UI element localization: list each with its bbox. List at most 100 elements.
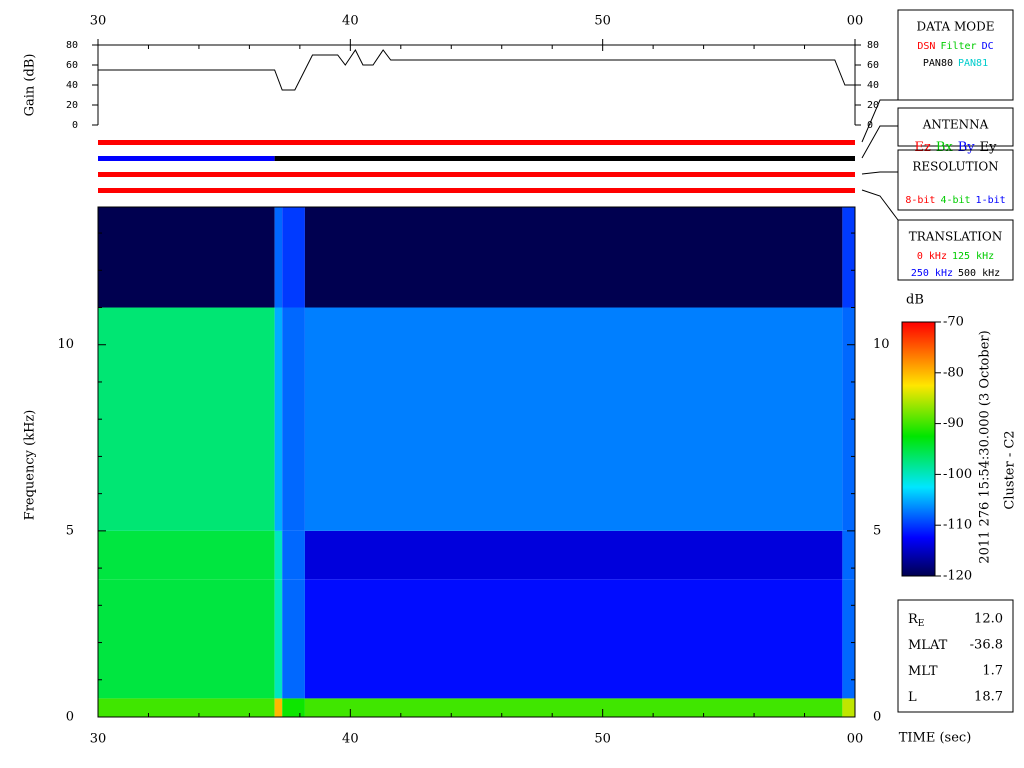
x-tick-label: 30 xyxy=(90,732,107,747)
panel-box xyxy=(897,219,1014,281)
status-bar xyxy=(98,188,855,193)
x-tick-label: 40 xyxy=(342,14,359,29)
colorbar xyxy=(901,321,936,577)
panel-box xyxy=(897,9,1014,101)
info-label: L xyxy=(908,690,917,705)
heatmap-cell xyxy=(98,698,275,717)
info-value: 12.0 xyxy=(974,612,1003,627)
panel-item: Ez xyxy=(915,140,931,155)
info-label: MLAT xyxy=(908,638,948,653)
heatmap-cell xyxy=(304,207,843,308)
heatmap-cell xyxy=(304,307,843,531)
colorbar-tick-label: -110 xyxy=(943,518,972,533)
caption: 2011 276 15:54:30.000 (3 October) xyxy=(978,330,993,563)
panel-item: DSN xyxy=(917,41,935,52)
y-tick-label: 0 xyxy=(873,710,881,725)
heatmap-cell xyxy=(842,307,855,531)
y-tick-label: 5 xyxy=(66,523,74,538)
panel-row: 0 kHz 125 kHz xyxy=(917,251,994,262)
x-tick-label: 00 xyxy=(847,732,864,747)
heatmap-cell xyxy=(304,579,843,699)
y-tick-label: 80 xyxy=(66,40,78,51)
panel-row: Ez Bx By Ey xyxy=(915,140,998,155)
y-tick-label: 40 xyxy=(867,80,879,91)
info-value: -36.8 xyxy=(970,638,1003,653)
panel-item: 125 kHz xyxy=(952,251,994,262)
info-label-text: MLT xyxy=(908,664,938,679)
heatmap-cell xyxy=(274,698,283,717)
panel-title: ANTENNA xyxy=(922,118,989,132)
panel-item: 4-bit xyxy=(940,195,970,206)
panel-title: TRANSLATION xyxy=(909,230,1003,244)
heatmap-cell xyxy=(98,307,275,531)
panel-item: 500 kHz xyxy=(958,268,1000,279)
info-label-text: MLAT xyxy=(908,638,948,653)
heatmap-cell xyxy=(274,530,283,580)
heatmap-cell xyxy=(282,207,305,308)
heatmap-cell xyxy=(98,530,275,580)
x-tick-label: 50 xyxy=(594,732,611,747)
heatmap-cell xyxy=(282,307,305,531)
y-tick-label: 20 xyxy=(867,100,879,111)
panel-box xyxy=(897,107,1014,147)
heatmap-cell xyxy=(842,698,855,717)
panel-item: By xyxy=(958,140,976,155)
heatmap-cell xyxy=(842,207,855,308)
info-value: 18.7 xyxy=(974,690,1003,705)
colorbar-tick-label: -120 xyxy=(943,569,972,584)
panel-item: Filter xyxy=(940,41,976,52)
status-bar xyxy=(98,172,855,177)
y-tick-label: 20 xyxy=(66,100,78,111)
panel-item: PAN81 xyxy=(958,58,988,69)
colorbar-tick-label: -80 xyxy=(943,365,964,380)
heatmap-cell xyxy=(304,698,843,717)
y-tick-label: 5 xyxy=(873,523,881,538)
x-tick-label: 30 xyxy=(90,14,107,29)
colorbar-tick-label: -90 xyxy=(943,416,964,431)
panel-item: PAN80 xyxy=(923,58,953,69)
plot-frame xyxy=(97,206,856,718)
info-value: 1.7 xyxy=(982,664,1003,679)
info-box xyxy=(897,599,1014,713)
panel-row: PAN80 PAN81 xyxy=(923,58,988,69)
panel-item: 250 kHz xyxy=(911,268,953,279)
heatmap-cell xyxy=(98,207,275,308)
gain-axis-label: Gain (dB) xyxy=(23,54,38,117)
y-tick-label: 10 xyxy=(57,337,74,352)
info-label: MLT xyxy=(908,664,938,679)
colorbar-tick-label: -100 xyxy=(943,467,972,482)
y-tick-label: 0 xyxy=(66,710,74,725)
connectors xyxy=(861,99,899,221)
panel-item: 8-bit xyxy=(905,195,935,206)
frequency-axis-label: Frequency (kHz) xyxy=(23,410,38,521)
status-bar xyxy=(98,156,275,161)
heatmap-cell xyxy=(282,698,305,717)
status-bar xyxy=(274,156,856,161)
heatmap-cell xyxy=(304,530,843,580)
panel-row: 250 kHz 500 kHz xyxy=(911,268,1000,279)
y-tick-label: 60 xyxy=(66,60,78,71)
heatmap-cell xyxy=(274,307,283,531)
panel-item: 1-bit xyxy=(976,195,1006,206)
panel-item: Bx xyxy=(936,140,954,155)
x-tick-label: 00 xyxy=(847,14,864,29)
y-tick-label: 40 xyxy=(66,80,78,91)
y-tick-label: 80 xyxy=(867,40,879,51)
info-label-text: L xyxy=(908,690,917,705)
y-tick-label: 60 xyxy=(867,60,879,71)
heatmap-cell xyxy=(274,207,283,308)
caption: Cluster - C2 xyxy=(1003,430,1018,509)
panel-title: DATA MODE xyxy=(917,20,995,34)
info-label: RE xyxy=(908,612,924,629)
panel-row: 8-bit 4-bit 1-bit xyxy=(905,195,1005,206)
heatmap-cell xyxy=(842,579,855,699)
panel-row: DSN Filter DC xyxy=(917,41,993,52)
heatmap-cell xyxy=(842,530,855,580)
y-tick-label: 0 xyxy=(72,120,78,131)
x-tick-label: 50 xyxy=(594,14,611,29)
gain-line xyxy=(98,49,855,91)
heatmap-cell xyxy=(274,579,283,699)
y-tick-label: 0 xyxy=(867,120,873,131)
panel-title: RESOLUTION xyxy=(912,160,998,174)
